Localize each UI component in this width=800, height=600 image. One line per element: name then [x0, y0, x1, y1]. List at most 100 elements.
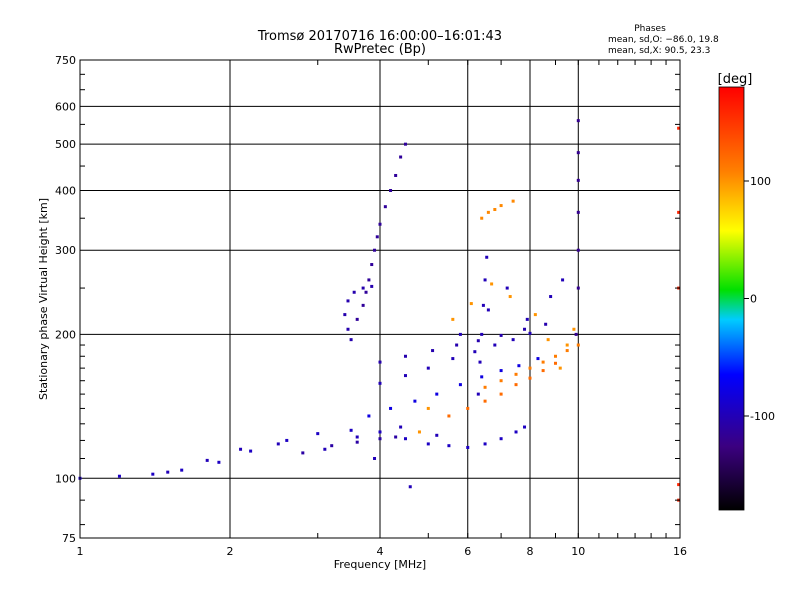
data-point [330, 444, 334, 448]
data-point [483, 442, 487, 446]
data-point [546, 338, 550, 342]
data-point [399, 155, 403, 159]
data-point [499, 392, 503, 396]
data-point [323, 447, 327, 451]
data-point [394, 435, 398, 439]
data-point [431, 349, 435, 353]
data-point [117, 474, 121, 478]
data-point [455, 343, 459, 347]
y-tick-label: 500 [55, 138, 76, 151]
data-point [473, 350, 477, 354]
data-point [576, 210, 580, 214]
data-point [485, 255, 489, 259]
y-tick-label: 100 [55, 472, 76, 485]
data-point [394, 173, 398, 177]
data-point [469, 302, 473, 306]
data-point [574, 332, 578, 336]
data-point [486, 308, 490, 312]
data-point [355, 435, 359, 439]
data-point [499, 369, 503, 373]
data-point [361, 286, 365, 290]
data-point [499, 204, 503, 208]
data-point [565, 349, 569, 353]
y-tick-label: 75 [62, 532, 76, 545]
grid [80, 60, 680, 538]
data-point [426, 442, 430, 446]
data-point [508, 295, 512, 299]
data-point [389, 188, 393, 192]
data-point [367, 278, 371, 282]
data-point [572, 327, 576, 331]
data-point [476, 392, 480, 396]
data-point [576, 151, 580, 155]
data-point [553, 354, 557, 358]
colorbar-tick-label: 100 [750, 175, 771, 188]
data-point [523, 425, 527, 429]
x-axis-label: Frequency [MHz] [334, 558, 426, 571]
data-point [499, 333, 503, 337]
data-point [301, 451, 305, 455]
data-point [576, 343, 580, 347]
colorbar-tick-label: 0 [750, 293, 757, 306]
data-point [361, 303, 365, 307]
data-point [447, 414, 451, 418]
data-point [677, 126, 681, 130]
data-point [166, 470, 170, 474]
data-point [413, 399, 417, 403]
data-point [525, 317, 529, 321]
x-tick-label: 1 [77, 545, 84, 558]
data-point [549, 295, 553, 299]
data-point [426, 406, 430, 410]
data-point [480, 375, 484, 379]
x-tick-label: 6 [464, 545, 471, 558]
info-title: Phases [634, 24, 666, 34]
data-point [514, 430, 518, 434]
data-point [483, 399, 487, 403]
data-point [435, 433, 439, 437]
data-point [493, 208, 497, 212]
data-point [528, 331, 532, 335]
plot-frame [79, 59, 681, 539]
data-point [576, 119, 580, 123]
data-point [511, 199, 515, 203]
data-point [541, 369, 545, 373]
data-point [389, 406, 393, 410]
data-point [458, 332, 462, 336]
data-point [505, 286, 509, 290]
data-point [370, 263, 374, 267]
data-point [151, 472, 155, 476]
data-point [480, 216, 484, 220]
data-point [417, 430, 421, 434]
data-point [370, 284, 374, 288]
data-point [499, 379, 503, 383]
data-point [364, 290, 368, 294]
data-point [561, 278, 565, 282]
data-point [576, 248, 580, 252]
data-point [493, 343, 497, 347]
data-point [483, 385, 487, 389]
data-point [480, 332, 484, 336]
data-point [367, 414, 371, 418]
data-point [378, 381, 382, 385]
data-point [249, 449, 253, 453]
data-point [517, 364, 521, 368]
data-point [276, 442, 280, 446]
data-point [403, 142, 407, 146]
chart-subtitle: RwPretec (Bp) [334, 42, 426, 57]
y-tick-label: 200 [55, 328, 76, 341]
data-point [541, 360, 545, 364]
data-point [180, 468, 184, 472]
data-point [349, 338, 353, 342]
x-tick-label: 2 [227, 545, 234, 558]
data-point [466, 406, 470, 410]
data-point [478, 360, 482, 364]
data-point [677, 210, 681, 214]
data-point [373, 248, 377, 252]
data-point [514, 372, 518, 376]
data-point [383, 205, 387, 209]
data-point [486, 210, 490, 214]
data-point [528, 366, 532, 370]
data-point [403, 437, 407, 441]
axes: 1 2 4 6 8 10 16 75 100 200 300 400 500 600 750 [55, 54, 687, 558]
data-point [576, 286, 580, 290]
